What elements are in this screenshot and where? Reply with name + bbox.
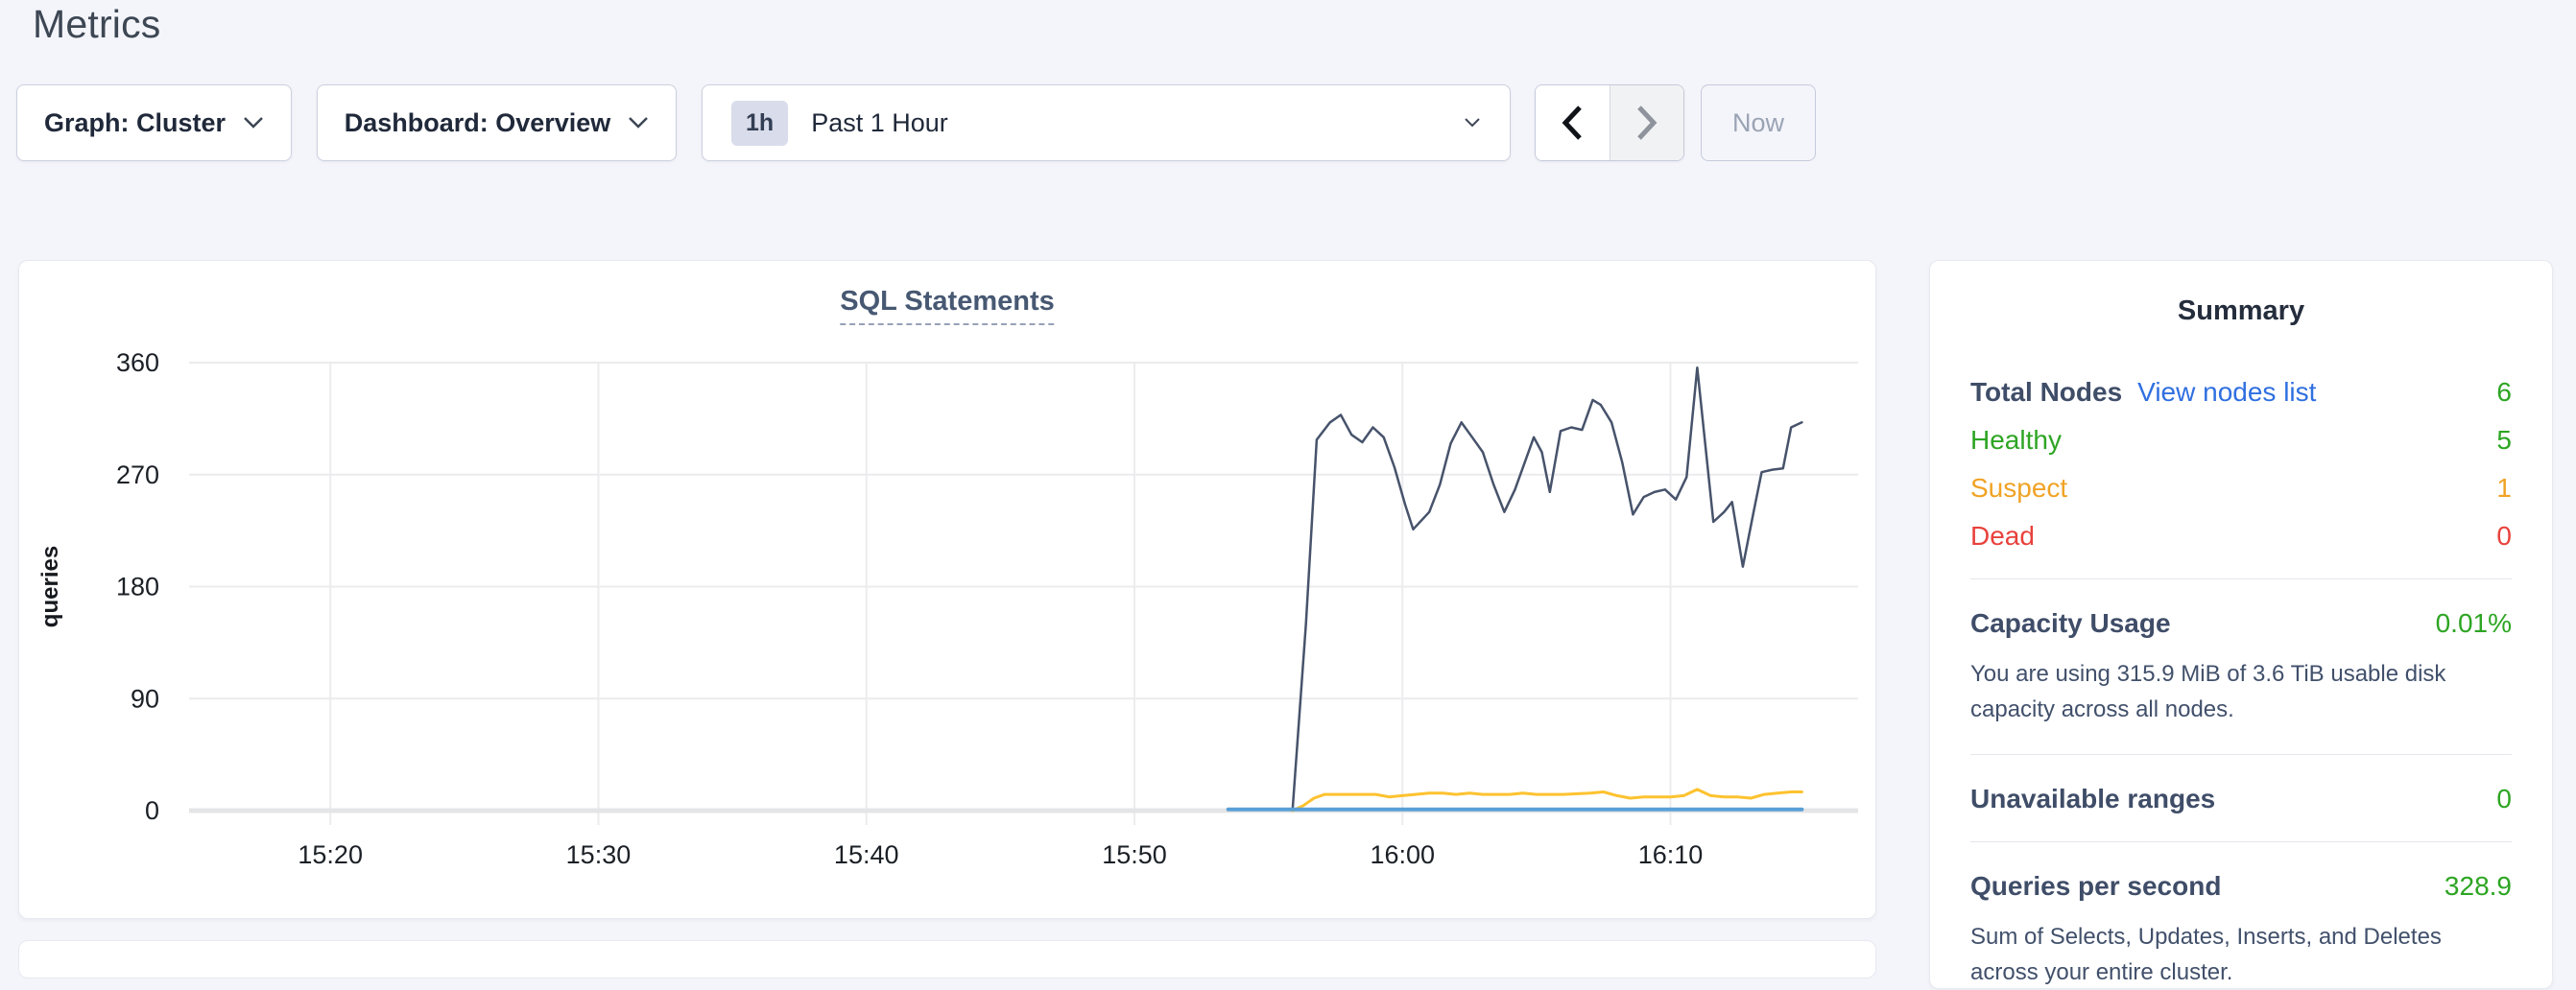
next-chart-card [18, 940, 1876, 978]
summary-row-unavailable-ranges: Unavailable ranges 0 [1970, 784, 2512, 814]
next-time-window-button[interactable] [1609, 85, 1683, 160]
chevron-left-icon [1560, 104, 1585, 142]
dead-label: Dead [1970, 521, 2035, 551]
suspect-label: Suspect [1970, 473, 2068, 503]
svg-text:0: 0 [145, 796, 159, 825]
divider [1970, 754, 2512, 755]
previous-time-window-button[interactable] [1536, 85, 1610, 160]
queries-per-second-label: Queries per second [1970, 871, 2222, 901]
page-title: Metrics [33, 2, 161, 46]
chevron-down-icon [243, 116, 264, 130]
divider [1970, 841, 2512, 842]
sql-statements-chart[interactable]: 0 90 180 270 360 15:20 15:30 15:40 15:50 16:00 16:… [19, 261, 1877, 920]
summary-row-capacity: Capacity Usage 0.01% [1970, 608, 2512, 639]
svg-text:15:50: 15:50 [1102, 840, 1167, 869]
view-nodes-list-link[interactable]: View nodes list [2137, 377, 2317, 407]
queries-per-second-value: 328.9 [2444, 871, 2512, 901]
capacity-usage-description: You are using 315.9 MiB of 3.6 TiB usabl… [1970, 661, 2446, 722]
svg-text:16:10: 16:10 [1638, 840, 1704, 869]
svg-text:270: 270 [116, 460, 159, 489]
chart-title-tooltip-trigger[interactable]: SQL Statements [840, 286, 1055, 325]
healthy-value: 5 [2496, 425, 2512, 455]
svg-text:180: 180 [116, 573, 159, 601]
svg-text:16:00: 16:00 [1370, 840, 1435, 869]
svg-text:15:30: 15:30 [566, 840, 632, 869]
svg-text:90: 90 [131, 684, 159, 713]
chart-title: SQL Statements [840, 286, 1055, 325]
chevron-down-icon [1464, 117, 1481, 129]
now-button[interactable]: Now [1701, 84, 1816, 161]
chevron-right-icon [1634, 104, 1659, 142]
summary-row-qps: Queries per second 328.9 [1970, 871, 2512, 902]
sql-statements-chart-card: SQL Statements 0 90 180 270 360 15:20 15:30 15:… [18, 260, 1876, 919]
chevron-down-icon [628, 116, 649, 130]
time-window-badge: 1h [731, 100, 789, 146]
graph-dropdown-label: Graph: Cluster [43, 107, 227, 137]
unavailable-ranges-value: 0 [2496, 784, 2512, 813]
capacity-usage-label: Capacity Usage [1970, 608, 2171, 638]
summary-row-dead: Dead 0 [1970, 521, 2512, 552]
time-range-dropdown[interactable]: 1h Past 1 Hour [702, 84, 1511, 161]
summary-title: Summary [2177, 295, 2305, 326]
svg-text:15:20: 15:20 [298, 840, 363, 869]
svg-text:queries: queries [37, 546, 63, 627]
svg-text:15:40: 15:40 [834, 840, 899, 869]
suspect-value: 1 [2496, 473, 2512, 503]
dashboard-dropdown-label: Dashboard: Overview [344, 107, 611, 137]
total-nodes-label: Total Nodes [1970, 377, 2123, 407]
dashboard-dropdown[interactable]: Dashboard: Overview [317, 84, 677, 161]
summary-panel: Summary Total Nodes View nodes list 6 He… [1929, 260, 2553, 989]
queries-per-second-description: Sum of Selects, Updates, Inserts, and De… [1970, 924, 2442, 985]
summary-row-suspect: Suspect 1 [1970, 473, 2512, 504]
time-window-label: Past 1 Hour [811, 107, 948, 137]
divider [1970, 578, 2512, 579]
time-step-button-group [1535, 84, 1684, 161]
total-nodes-value: 6 [2496, 377, 2512, 407]
dead-value: 0 [2496, 521, 2512, 551]
svg-text:360: 360 [116, 348, 159, 377]
summary-row-total-nodes: Total Nodes View nodes list 6 [1970, 377, 2512, 408]
capacity-usage-value: 0.01% [2435, 608, 2512, 638]
unavailable-ranges-label: Unavailable ranges [1970, 784, 2216, 813]
summary-row-healthy: Healthy 5 [1970, 425, 2512, 456]
healthy-label: Healthy [1970, 425, 2062, 455]
graph-dropdown[interactable]: Graph: Cluster [16, 84, 292, 161]
